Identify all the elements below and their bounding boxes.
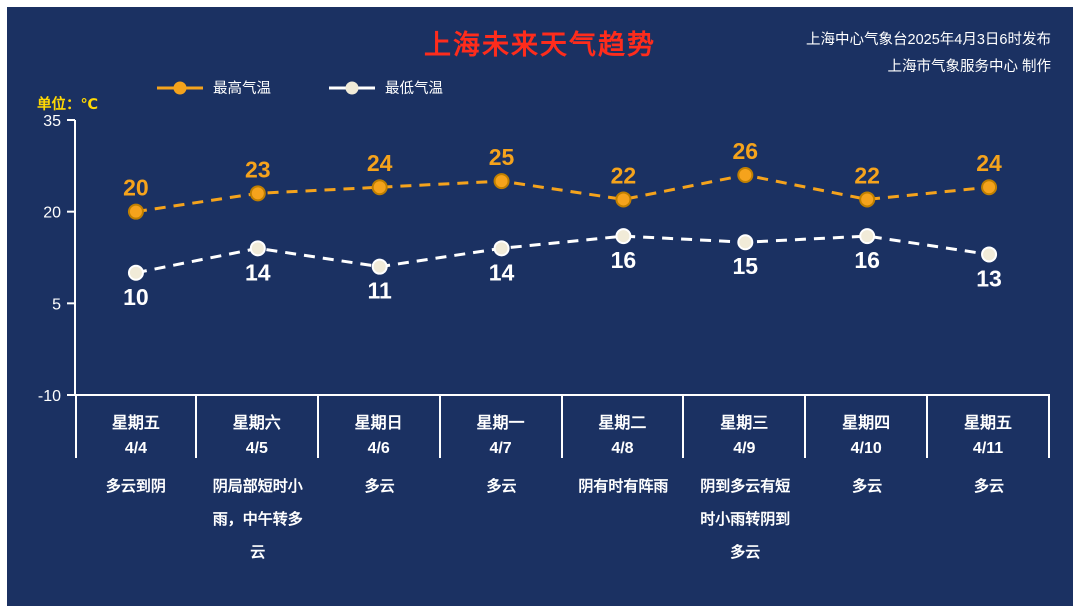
high-temp-marker [981, 179, 998, 196]
weather-text: 多云 [364, 478, 395, 495]
day-head: 星期三 4/9 [684, 396, 807, 458]
day-column: 星期五 4/4 多云到阴 [75, 396, 197, 569]
y-tick-label: 35 [43, 113, 61, 130]
weekday-label: 星期四 [842, 415, 891, 432]
low-temp-legend-icon [329, 81, 375, 94]
day-forecast-strip: 星期五 4/4 多云到阴 星期六 4/5 阴局部短时小雨，中午转多云 星期日 4/6 多云 星期一… [75, 396, 1050, 569]
high-temp-value-label: 20 [123, 175, 149, 201]
low-temp-marker [493, 240, 510, 257]
weather-text: 阴到多云有短时小雨转阴到多云 [700, 478, 791, 561]
high-temp-value-label: 24 [367, 150, 393, 176]
high-temp-marker [249, 185, 266, 202]
date-label: 4/11 [972, 440, 1004, 457]
low-temp-value-label: 13 [976, 265, 1002, 291]
weather-text: 多云 [852, 478, 883, 495]
day-head: 星期一 4/7 [441, 396, 563, 458]
day-head: 星期五 4/11 [928, 396, 1050, 458]
low-temp-marker [737, 234, 754, 251]
day-head: 星期二 4/8 [563, 396, 685, 458]
low-temp-marker [249, 240, 266, 257]
low-temp-marker [127, 264, 144, 281]
low-temp-marker [371, 258, 388, 275]
weather-chart-panel: 上海未来天气趋势 上海中心气象台2025年4月3日6时发布 上海市气象服务中心 … [7, 7, 1073, 606]
low-temp-marker [859, 228, 876, 245]
high-temp-value-label: 22 [611, 162, 637, 188]
day-column: 星期六 4/5 阴局部短时小雨，中午转多云 [197, 396, 319, 569]
y-tick-label: 20 [43, 205, 61, 222]
weather-text: 多云 [486, 478, 517, 495]
low-temp-value-label: 11 [368, 278, 393, 304]
high-temp-value-label: 26 [733, 138, 759, 164]
source-line-2: 上海市气象服务中心 制作 [887, 59, 1051, 75]
day-column: 星期一 4/7 多云 [441, 396, 563, 569]
low-temp-marker [981, 246, 998, 263]
page-title: 上海未来天气趋势 [424, 30, 656, 60]
chart-axes [74, 120, 1050, 396]
day-head: 星期四 4/10 [806, 396, 929, 458]
high-temp-marker [493, 173, 510, 190]
high-temp-marker [371, 179, 388, 196]
day-column: 星期日 4/6 多云 [319, 396, 441, 569]
weekday-label: 星期一 [476, 415, 525, 432]
day-column: 星期四 4/10 多云 [806, 396, 929, 569]
source-line-1: 上海中心气象台2025年4月3日6时发布 [806, 32, 1051, 48]
low-temp-value-label: 16 [611, 247, 637, 273]
weather-text: 多云到阴 [105, 478, 166, 495]
day-head: 星期五 4/4 [75, 396, 197, 458]
weekday-label: 星期五 [111, 415, 160, 432]
y-tick-label: 5 [52, 296, 61, 313]
low-temp-value-label: 14 [245, 259, 271, 285]
high-temp-marker [859, 191, 876, 208]
day-column: 星期五 4/11 多云 [928, 396, 1050, 569]
weekday-label: 星期六 [232, 415, 281, 432]
high-temp-value-label: 23 [245, 156, 271, 182]
date-label: 4/6 [367, 440, 390, 457]
unit-label: 单位：℃ [37, 97, 99, 113]
day-column: 星期二 4/8 阴有时有阵雨 [563, 396, 685, 569]
weather-text: 多云 [974, 478, 1005, 495]
date-label: 4/10 [850, 440, 882, 457]
weekday-label: 星期五 [964, 415, 1013, 432]
date-label: 4/8 [611, 440, 634, 457]
low-temp-value-label: 10 [123, 284, 149, 310]
low-temp-value-label: 16 [854, 247, 880, 273]
high-temp-value-label: 24 [976, 150, 1002, 176]
weekday-label: 星期日 [354, 415, 403, 432]
chart-legend: 最高气温 最低气温 [157, 77, 443, 98]
high-temp-legend-icon [157, 81, 203, 94]
legend-high-label: 最高气温 [213, 81, 271, 97]
date-label: 4/7 [489, 440, 512, 457]
date-label: 4/5 [245, 440, 268, 457]
date-label: 4/4 [124, 440, 148, 457]
legend-item-low: 最低气温 [329, 77, 443, 98]
source-info: 上海中心气象台2025年4月3日6时发布 上海市气象服务中心 制作 [806, 27, 1051, 81]
high-temp-value-label: 25 [489, 144, 515, 170]
day-head: 星期六 4/5 [197, 396, 319, 458]
legend-low-label: 最低气温 [385, 81, 443, 97]
weekday-label: 星期二 [598, 415, 647, 432]
day-head: 星期日 4/6 [319, 396, 441, 458]
low-temp-marker [615, 228, 632, 245]
high-temp-line [135, 173, 990, 214]
y-tick-label: -10 [38, 388, 61, 405]
low-temp-value-label: 14 [489, 259, 515, 285]
high-temp-marker [127, 203, 144, 220]
legend-item-high: 最高气温 [157, 77, 271, 98]
weekday-label: 星期三 [720, 415, 769, 432]
weather-text: 阴有时有阵雨 [578, 478, 669, 495]
low-temp-value-label: 15 [733, 253, 759, 279]
high-temp-marker [615, 191, 632, 208]
high-temp-value-label: 22 [854, 162, 880, 188]
high-temp-marker [737, 167, 754, 183]
temperature-trend-chart: 35 20 5 -10 20 23 24 25 22 26 22 24 10 14 11 14 16 15 16 13 [38, 113, 1050, 405]
day-column: 星期三 4/9 阴到多云有短时小雨转阴到多云 [684, 396, 807, 569]
date-label: 4/9 [733, 440, 756, 457]
weather-text: 阴局部短时小雨，中午转多云 [212, 478, 303, 561]
